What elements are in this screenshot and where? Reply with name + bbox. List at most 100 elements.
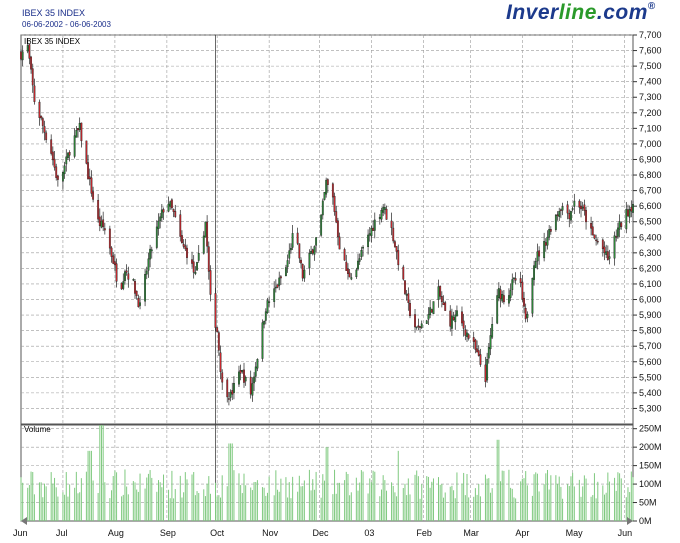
candle-up (303, 269, 306, 279)
candle-down (479, 354, 482, 365)
candle-down (566, 204, 569, 214)
candle-down (502, 295, 505, 303)
brand-suffix: .com (596, 1, 648, 24)
candle-down (524, 308, 527, 320)
candle-down (28, 44, 31, 59)
candle-up (491, 324, 494, 338)
candle-up (204, 221, 207, 238)
price-tick-label: 6,700 (639, 186, 662, 196)
candle-up (496, 295, 499, 324)
candle-down (335, 211, 338, 223)
candle-down (591, 226, 594, 236)
candle-down (134, 281, 136, 294)
candle-down (296, 232, 299, 244)
date-range: 06-06-2002 - 06-06-2003 (22, 20, 111, 29)
price-tick-label: 6,500 (639, 217, 662, 227)
price-tick-label: 7,700 (639, 30, 662, 40)
candle-up (325, 179, 328, 195)
candle-down (219, 352, 222, 373)
candle-up (367, 234, 370, 248)
scroll-right-handle[interactable] (627, 517, 633, 525)
month-tick-label: Aug (108, 528, 124, 538)
candle-up (358, 258, 361, 262)
candle-down (601, 239, 604, 250)
month-tick-label: May (566, 528, 584, 538)
candle-down (467, 334, 470, 339)
candle-up (383, 207, 386, 210)
candle-down (110, 247, 113, 257)
candle-down (326, 179, 329, 185)
candle-up (63, 165, 66, 175)
candle-down (519, 278, 522, 284)
candle-up (370, 228, 373, 237)
candle-down (476, 348, 478, 353)
price-tick-label: 6,800 (639, 170, 662, 180)
candle-up (558, 211, 561, 217)
candle-down (472, 337, 475, 342)
candle-up (167, 203, 170, 212)
candle-down (544, 242, 547, 246)
price-tick-label: 6,200 (639, 263, 662, 273)
candle-up (362, 246, 364, 249)
candle-up (238, 371, 240, 385)
candle-down (103, 228, 106, 231)
candle-down (55, 166, 58, 178)
brand-main: Inver (506, 1, 559, 24)
candle-down (56, 175, 59, 180)
candle-up (501, 294, 504, 302)
brand-logo[interactable]: Inverline.com® (506, 1, 656, 25)
price-tick-label: 7,000 (639, 139, 662, 149)
candle-down (580, 205, 582, 210)
candle-up (278, 277, 281, 286)
candle-down (407, 293, 410, 303)
month-tick-label: Feb (416, 528, 432, 538)
candle-up (405, 294, 408, 296)
price-panel-frame (20, 34, 634, 425)
volume-tick-label: 250M (639, 424, 662, 434)
candle-up (251, 383, 254, 396)
month-tick-label: 03 (364, 528, 374, 538)
candle-down (409, 303, 411, 317)
candle-down (474, 339, 477, 350)
candle-down (392, 227, 395, 242)
candle-up (625, 209, 628, 230)
candle-up (378, 217, 381, 219)
candle-up (432, 301, 435, 315)
price-tick-label: 7,400 (639, 77, 662, 87)
candle-down (595, 239, 598, 242)
month-tick-label: Dec (312, 528, 329, 538)
scroll-left-handle[interactable] (21, 517, 27, 525)
candle-down (85, 140, 88, 164)
candle-down (395, 246, 398, 252)
candle-up (450, 315, 453, 329)
candle-down (523, 297, 525, 307)
candle-up (437, 286, 440, 300)
candle-up (288, 250, 291, 259)
candle-down (499, 289, 502, 300)
price-tick-label: 6,000 (639, 295, 662, 305)
price-tick-label: 5,600 (639, 357, 662, 367)
candle-up (489, 335, 492, 350)
candle-up (286, 260, 289, 268)
candle-up (507, 295, 510, 304)
candle-up (291, 233, 294, 248)
candle-up (561, 206, 564, 211)
candle-down (414, 314, 416, 328)
price-tick-label: 5,300 (639, 403, 662, 413)
candle-down (348, 272, 351, 278)
candle-down (112, 255, 115, 264)
candle-up (124, 271, 126, 281)
month-tick-label: Jul (56, 528, 68, 538)
candle-up (254, 366, 257, 377)
candle-down (214, 293, 217, 328)
candle-up (360, 250, 363, 258)
candle-up (315, 237, 318, 246)
candle-down (231, 390, 234, 395)
candle-down (68, 152, 71, 156)
candle-down (135, 290, 138, 297)
candle-up (26, 45, 29, 52)
candle-down (31, 68, 34, 86)
candle-down (192, 261, 195, 273)
candle-up (605, 251, 608, 255)
candle-down (521, 281, 524, 300)
